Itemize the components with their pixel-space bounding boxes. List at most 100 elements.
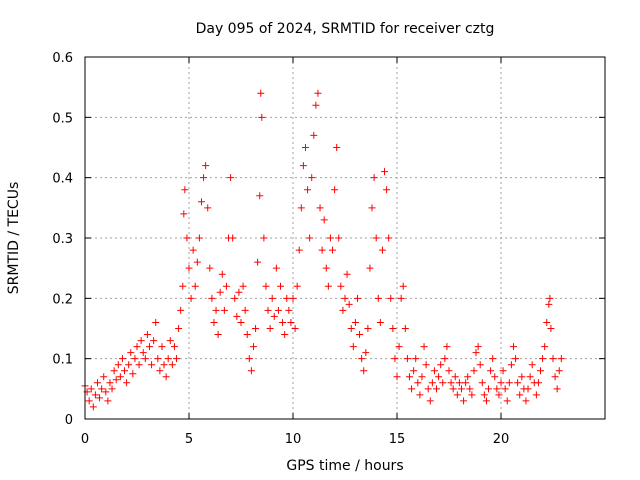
data-point [439, 379, 447, 387]
data-point [441, 355, 449, 363]
data-point [383, 186, 391, 194]
data-point [239, 282, 247, 290]
data-point [341, 294, 349, 302]
data-point [189, 246, 197, 254]
data-point [358, 355, 366, 363]
data-point [412, 355, 420, 363]
data-point [514, 379, 522, 387]
data-point [148, 361, 156, 369]
data-point [100, 373, 108, 381]
data-point [414, 379, 422, 387]
data-point [133, 343, 141, 351]
x-tick-label: 15 [389, 432, 406, 447]
data-point [85, 397, 93, 405]
data-point [499, 367, 507, 375]
data-point [202, 162, 210, 170]
data-point [385, 234, 393, 242]
data-point [522, 397, 530, 405]
data-point [381, 168, 389, 176]
data-point [89, 403, 97, 411]
data-point [106, 379, 114, 387]
axis-ticks: 0 0.1 0.2 0.3 0.4 0.5 0.6 0 5 10 15 20 [52, 51, 605, 447]
data-point [555, 367, 563, 375]
data-point [245, 355, 253, 363]
data-point [87, 385, 95, 393]
data-point [287, 318, 295, 326]
data-point [507, 361, 515, 369]
data-point [114, 361, 122, 369]
data-point [306, 234, 314, 242]
data-point [474, 343, 482, 351]
data-point [430, 367, 438, 375]
data-point [482, 397, 490, 405]
data-point [291, 325, 299, 332]
data-point [360, 367, 368, 375]
data-point [393, 373, 401, 381]
x-tick-label: 0 [81, 432, 89, 447]
data-point [279, 318, 287, 326]
data-point [426, 397, 434, 405]
data-point [497, 379, 505, 387]
data-point [272, 264, 280, 272]
data-point [297, 204, 305, 212]
data-point [212, 306, 220, 314]
data-point [258, 113, 266, 121]
data-point [408, 385, 416, 393]
data-point [329, 246, 337, 254]
data-point [551, 373, 559, 381]
data-point [457, 385, 465, 393]
data-point [389, 325, 397, 332]
data-point [170, 343, 178, 351]
data-point [175, 325, 183, 332]
y-tick-label: 0.3 [52, 232, 73, 247]
data-point [183, 234, 191, 242]
data-point [443, 343, 451, 351]
data-point [93, 379, 101, 387]
data-point [264, 306, 272, 314]
data-point [310, 131, 318, 139]
data-point [491, 373, 499, 381]
data-point [102, 388, 110, 396]
data-point [318, 246, 326, 254]
data-point [455, 379, 463, 387]
x-tick-label: 10 [285, 432, 302, 447]
data-point [353, 294, 361, 302]
data-point [285, 306, 293, 314]
data-point [347, 325, 355, 332]
data-point [268, 294, 276, 302]
data-point [391, 355, 399, 363]
y-tick-label: 0.2 [52, 292, 73, 307]
data-point [416, 391, 424, 399]
data-point [557, 355, 565, 363]
data-point [487, 367, 495, 375]
data-point [524, 385, 532, 393]
data-point [145, 343, 153, 351]
data-point [420, 343, 428, 351]
data-point [204, 204, 212, 212]
data-point [435, 373, 443, 381]
data-point [123, 379, 131, 387]
data-point [368, 204, 376, 212]
data-point [528, 361, 536, 369]
data-point [233, 312, 241, 320]
data-point [206, 264, 214, 272]
data-point [289, 294, 297, 302]
data-point [185, 264, 193, 272]
data-point [293, 282, 301, 290]
data-point [237, 318, 245, 326]
data-point [193, 258, 201, 266]
data-point [235, 288, 243, 296]
data-point [541, 343, 549, 351]
data-point [356, 331, 364, 339]
data-point [453, 391, 461, 399]
data-point [331, 186, 339, 194]
data-point [266, 325, 274, 332]
data-point [112, 376, 120, 384]
chart-title: Day 095 of 2024, SRMTID for receiver czt… [196, 21, 495, 37]
data-point [227, 174, 235, 182]
data-point [96, 394, 104, 402]
data-point [137, 337, 145, 345]
data-point [312, 101, 320, 109]
data-point [91, 391, 99, 399]
